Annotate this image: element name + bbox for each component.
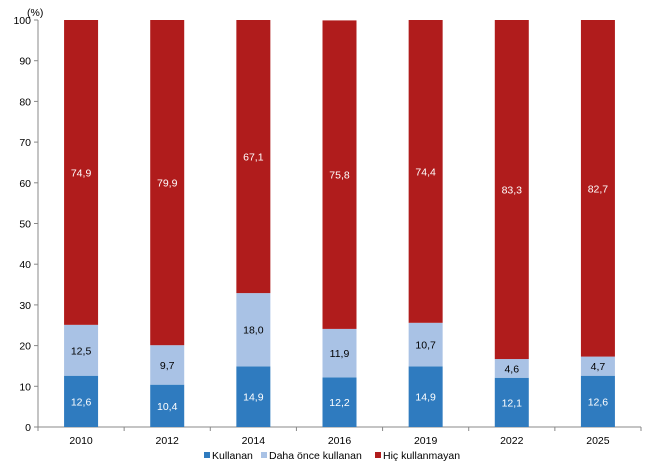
data-label: 79,9 — [157, 178, 178, 190]
data-label: 74,4 — [415, 166, 436, 178]
bar-segment — [580, 20, 615, 357]
bar-segment — [236, 366, 271, 427]
legend-label: Daha önce kullanan — [269, 450, 362, 462]
bar-segment — [64, 20, 99, 325]
data-label: 12,2 — [329, 397, 350, 409]
x-tick-label: 2022 — [500, 435, 524, 447]
data-label: 83,3 — [502, 185, 523, 197]
data-label: 14,9 — [415, 392, 436, 404]
data-label: 9,7 — [160, 360, 175, 372]
y-tick-label: 70 — [19, 137, 31, 149]
data-label: 74,9 — [71, 167, 92, 179]
bar-segment — [64, 324, 99, 376]
legend-swatch — [375, 452, 381, 458]
data-label: 11,9 — [330, 348, 350, 360]
y-tick-label: 50 — [19, 219, 31, 231]
bar-segment — [150, 345, 185, 385]
bar-segment — [150, 20, 185, 346]
data-label: 67,1 — [243, 152, 264, 164]
bar-segment — [494, 359, 529, 378]
bar-segment — [322, 377, 357, 427]
legend-label: Kullanan — [212, 450, 253, 462]
y-tick-label: 40 — [19, 259, 31, 271]
data-label: 12,5 — [71, 345, 92, 357]
bar-segment — [408, 20, 443, 323]
y-tick-label: 80 — [19, 96, 31, 108]
data-label: 82,7 — [588, 183, 609, 195]
legend-swatch — [261, 452, 267, 458]
bar-segment — [408, 322, 443, 367]
data-label: 4,7 — [591, 361, 606, 373]
y-tick-label: 90 — [19, 56, 31, 68]
bar-segment — [580, 356, 615, 376]
data-label: 18,0 — [243, 325, 264, 337]
x-tick-label: 2016 — [328, 435, 352, 447]
bar-segment — [64, 375, 99, 427]
data-label: 12,6 — [71, 396, 92, 408]
y-tick-label: 60 — [19, 178, 31, 190]
data-label: 12,1 — [502, 397, 523, 409]
bars — [64, 20, 615, 427]
legend-label: Hiç kullanmayan — [383, 450, 460, 462]
bar-segment — [236, 20, 271, 294]
data-label: 14,9 — [243, 392, 264, 404]
y-axis-unit-label: (%) — [27, 7, 43, 19]
bar-segment — [322, 328, 357, 378]
bar-segment — [236, 293, 271, 367]
bar-segment — [408, 366, 443, 427]
x-tick-label: 2014 — [242, 435, 266, 447]
bar-segment — [494, 20, 529, 360]
legend-swatch — [204, 452, 210, 458]
data-label: 12,6 — [588, 396, 609, 408]
legend: Kullanan Daha önce kullanan Hiç kullanmaya… — [204, 450, 460, 462]
data-label: 10,7 — [415, 340, 436, 352]
y-tick-label: 30 — [19, 300, 31, 312]
data-label: 4,6 — [504, 363, 519, 375]
data-label: 75,8 — [329, 170, 350, 182]
x-tick-label: 2012 — [156, 435, 180, 447]
y-tick-label: 10 — [19, 381, 31, 393]
y-tick-label: 0 — [25, 422, 31, 434]
y-tick-label: 20 — [19, 341, 31, 353]
data-labels: 12,6 12,5 74,9 10,4 9,7 79,9 14,9 18,0 67,1 12,2 1… — [71, 152, 608, 413]
x-tick-label: 2010 — [69, 435, 93, 447]
bar-segment — [494, 377, 529, 427]
bar-segment — [580, 375, 615, 427]
data-label: 10,4 — [157, 401, 178, 413]
bar-segment — [322, 20, 357, 329]
bar-segment — [150, 384, 185, 427]
axes: 0 10 20 30 40 50 60 70 80 90 100 2010 2012 2014 2016 20… — [13, 15, 642, 447]
y-tick-label: 100 — [13, 15, 31, 27]
x-tick-label: 2019 — [414, 435, 438, 447]
x-tick-label: 2025 — [586, 435, 610, 447]
